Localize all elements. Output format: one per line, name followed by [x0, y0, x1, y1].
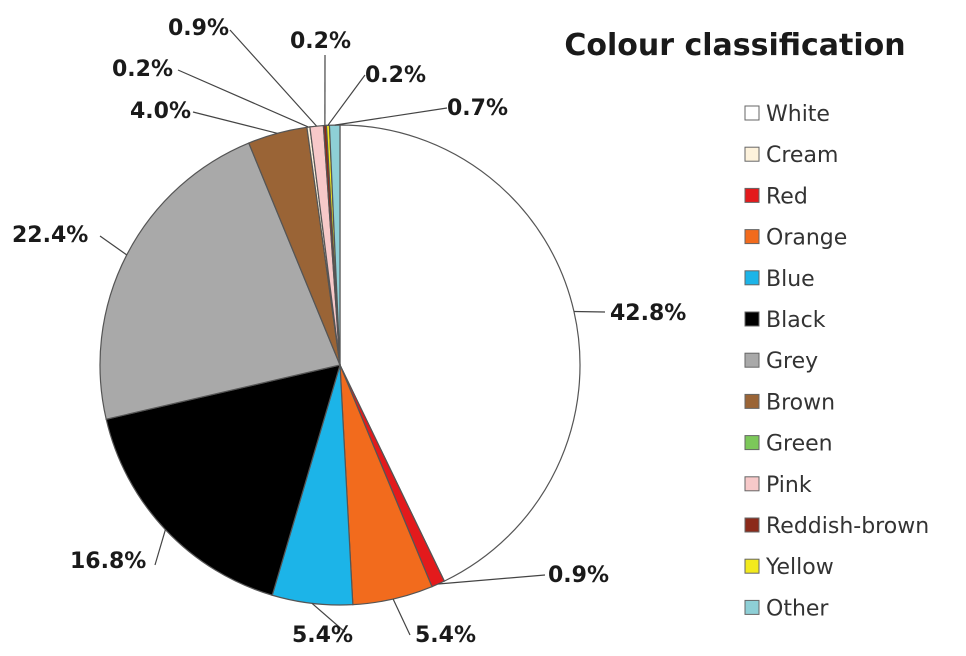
legend-swatch-blue [744, 270, 760, 286]
legend-swatch-pink [744, 476, 760, 492]
legend-label-pink: Pink [766, 473, 812, 498]
slice-label-other: 0.7% [447, 96, 508, 121]
legend-item-pink: Pink [744, 473, 812, 498]
slice-white [339, 124, 581, 582]
legend-swatch-reddish-brown [744, 517, 760, 533]
legend-label-reddish-brown: Reddish-brown [766, 514, 929, 539]
legend-label-white: White [766, 102, 830, 127]
legend-swatch-cream [744, 146, 760, 162]
leader-black [154, 529, 166, 566]
leader-grey [99, 235, 128, 256]
legend-swatch-white [744, 105, 760, 121]
pie-slices [99, 124, 581, 606]
slice-grey [99, 142, 341, 420]
leader-brown [192, 111, 278, 134]
legend-swatch-grey [744, 352, 760, 368]
leader-pink [229, 29, 318, 127]
legend-label-orange: Orange [766, 226, 847, 251]
legend-swatch-red [744, 187, 760, 203]
legend-item-white: White [744, 102, 830, 127]
legend-label-brown: Brown [766, 390, 835, 415]
slice-label-orange: 5.4% [415, 623, 476, 648]
legend-item-brown: Brown [744, 390, 835, 415]
slice-label-cream: 0.2% [112, 57, 173, 82]
leader-white [573, 310, 606, 313]
leader-other [334, 107, 448, 126]
slice-label-grey: 22.4% [12, 223, 88, 248]
legend-item-cream: Cream [744, 143, 838, 168]
label-leaders [99, 29, 606, 636]
leader-yellow [327, 74, 366, 126]
slice-label-white: 42.8% [610, 301, 686, 326]
legend-swatch-green [744, 435, 760, 451]
slice-label-pink: 0.9% [168, 16, 229, 41]
legend-item-black: Black [744, 308, 826, 333]
legend-swatch-yellow [744, 558, 760, 574]
legend-label-cream: Cream [766, 143, 838, 168]
slice-label-brown: 4.0% [130, 99, 191, 124]
legend-item-red: Red [744, 184, 808, 209]
legend-label-red: Red [766, 184, 808, 209]
legend-label-blue: Blue [766, 267, 815, 292]
legend-item-blue: Blue [744, 267, 815, 292]
leader-orange [392, 598, 411, 636]
legend-label-black: Black [766, 308, 826, 333]
legend: White Cream Red Orange Blue Black Grey Brown Gre… [744, 102, 929, 621]
legend-label-grey: Grey [766, 349, 818, 374]
leader-cream [177, 69, 309, 128]
legend-swatch-other [744, 599, 760, 615]
legend-item-other: Other [744, 596, 829, 621]
slice-label-black: 16.8% [70, 549, 146, 574]
legend-swatch-brown [744, 393, 760, 409]
legend-item-yellow: Yellow [744, 555, 834, 580]
leader-blue [311, 602, 346, 633]
legend-label-green: Green [766, 432, 833, 457]
legend-item-reddish-brown: Reddish-brown [744, 514, 929, 539]
legend-swatch-black [744, 311, 760, 327]
slice-label-red: 0.9% [548, 563, 609, 588]
chart-title: Colour classification [564, 28, 905, 63]
slice-label-yellow: 0.2% [365, 63, 426, 88]
legend-swatch-orange [744, 229, 760, 245]
legend-label-other: Other [766, 596, 829, 621]
legend-item-grey: Grey [744, 349, 818, 374]
slice-label-blue: 5.4% [292, 623, 353, 648]
slice-label-reddish-brown: 0.2% [290, 29, 351, 54]
legend-label-yellow: Yellow [765, 555, 834, 580]
legend-item-green: Green [744, 432, 833, 457]
slice-black [105, 364, 341, 596]
slice-labels: 42.8% 0.9% 5.4% 5.4% 16.8% 22.4% 4.0% 0.2% 0.9% 0… [12, 16, 686, 648]
leader-red [438, 574, 546, 585]
legend-item-orange: Orange [744, 226, 847, 251]
